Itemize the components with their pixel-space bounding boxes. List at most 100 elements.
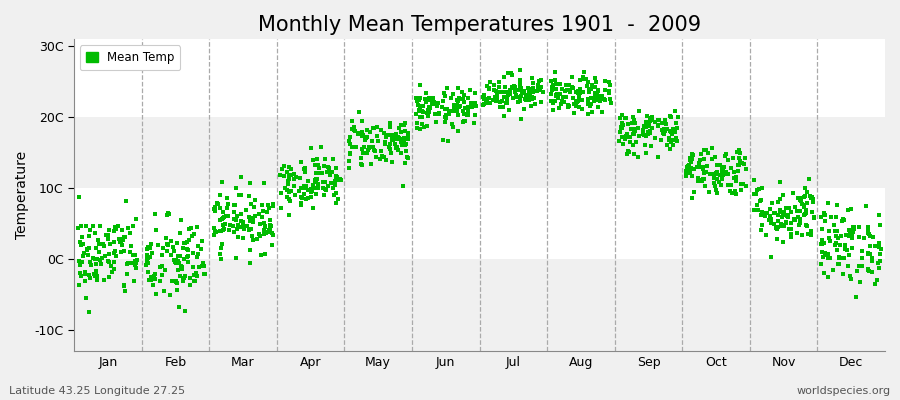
Point bbox=[737, 161, 751, 167]
Point bbox=[669, 134, 683, 141]
Point bbox=[330, 196, 345, 202]
Point bbox=[861, 266, 876, 272]
Point bbox=[274, 204, 289, 211]
Point bbox=[113, 239, 128, 246]
Point bbox=[355, 128, 369, 135]
Point bbox=[420, 110, 435, 116]
Point bbox=[366, 125, 381, 132]
Point bbox=[306, 182, 320, 188]
Point bbox=[698, 182, 712, 189]
Point bbox=[713, 162, 727, 168]
Point bbox=[351, 131, 365, 137]
Point bbox=[354, 161, 368, 168]
Point bbox=[491, 96, 505, 103]
Point bbox=[827, 228, 842, 234]
Point bbox=[702, 188, 716, 195]
Point bbox=[94, 260, 108, 267]
Point bbox=[367, 146, 382, 153]
Point bbox=[718, 153, 733, 159]
Point bbox=[655, 130, 670, 136]
Point bbox=[284, 188, 298, 194]
Point bbox=[121, 260, 135, 266]
Point bbox=[213, 228, 228, 234]
Point bbox=[368, 148, 382, 154]
Point bbox=[477, 100, 491, 107]
Point bbox=[89, 268, 104, 275]
Text: worldspecies.org: worldspecies.org bbox=[796, 386, 891, 396]
Point bbox=[805, 208, 819, 215]
Point bbox=[526, 75, 540, 81]
Point bbox=[865, 255, 879, 262]
Point bbox=[569, 88, 583, 95]
Point bbox=[641, 129, 655, 135]
Point bbox=[558, 88, 572, 94]
Point bbox=[378, 140, 392, 147]
Point bbox=[781, 225, 796, 232]
Point bbox=[566, 95, 580, 101]
Point bbox=[161, 241, 176, 247]
Point bbox=[389, 132, 403, 139]
Point bbox=[209, 229, 223, 235]
Point bbox=[230, 185, 244, 191]
Point bbox=[754, 227, 769, 233]
Point bbox=[352, 109, 366, 115]
Point bbox=[505, 85, 519, 91]
Point bbox=[278, 185, 293, 192]
Point bbox=[416, 103, 430, 109]
Point bbox=[456, 119, 471, 126]
Point bbox=[258, 230, 273, 236]
Point bbox=[74, 272, 88, 279]
Point bbox=[410, 102, 425, 108]
Point bbox=[420, 106, 435, 113]
Point bbox=[184, 225, 198, 231]
Point bbox=[549, 93, 563, 99]
Point bbox=[80, 246, 94, 252]
Point bbox=[632, 133, 646, 139]
Point bbox=[731, 162, 745, 168]
Point bbox=[799, 188, 814, 195]
Point bbox=[458, 105, 473, 111]
Point bbox=[370, 124, 384, 130]
Point bbox=[719, 168, 733, 175]
Point bbox=[496, 104, 510, 111]
Point bbox=[657, 127, 671, 133]
Point bbox=[598, 87, 613, 93]
Point bbox=[509, 93, 524, 100]
Point bbox=[716, 164, 731, 170]
Point bbox=[828, 232, 842, 239]
Point bbox=[172, 304, 186, 310]
Point bbox=[166, 244, 181, 250]
Point bbox=[694, 150, 708, 157]
Point bbox=[585, 109, 599, 116]
Point bbox=[736, 181, 751, 188]
Point bbox=[400, 155, 415, 161]
Point bbox=[186, 250, 201, 256]
Point bbox=[590, 87, 605, 94]
Point bbox=[450, 102, 464, 108]
Point bbox=[486, 96, 500, 103]
Point bbox=[659, 121, 673, 127]
Point bbox=[580, 83, 594, 89]
Point bbox=[213, 192, 228, 198]
Point bbox=[477, 96, 491, 102]
Point bbox=[669, 120, 683, 126]
Point bbox=[221, 213, 236, 219]
Point bbox=[512, 80, 526, 86]
Point bbox=[96, 241, 111, 247]
Point bbox=[651, 154, 665, 160]
Point bbox=[839, 232, 853, 238]
Point bbox=[852, 234, 867, 240]
Point bbox=[872, 240, 886, 246]
Point bbox=[329, 174, 344, 180]
Point bbox=[215, 179, 230, 185]
Point bbox=[102, 251, 116, 257]
Point bbox=[266, 203, 281, 209]
Point bbox=[482, 85, 497, 92]
Point bbox=[393, 138, 408, 145]
Point bbox=[468, 112, 482, 119]
Point bbox=[343, 151, 357, 158]
Point bbox=[398, 128, 412, 134]
Point bbox=[214, 241, 229, 247]
Point bbox=[554, 98, 569, 104]
Point bbox=[302, 187, 316, 193]
